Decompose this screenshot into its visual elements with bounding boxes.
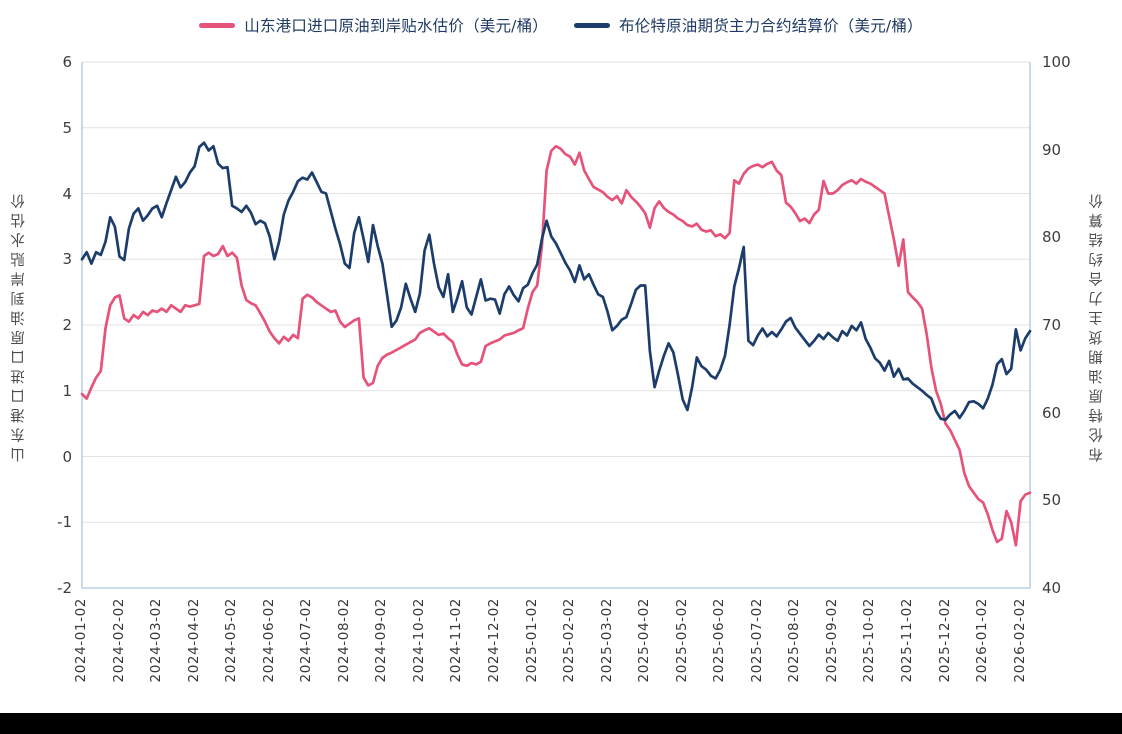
y-axis-right-tick-label: 70 xyxy=(1042,316,1062,334)
legend-item-brent-settlement[interactable]: 布伦特原油期货主力合约结算价（美元/桶） xyxy=(574,14,923,36)
legend-label-shandong-discount: 山东港口进口原油到岸贴水估价（美元/桶） xyxy=(244,17,548,35)
x-axis-tick-label: 2024-03-02 xyxy=(148,598,165,683)
x-axis-tick-label: 2025-04-02 xyxy=(636,598,653,683)
x-axis-tick-label: 2025-11-02 xyxy=(898,598,915,683)
y-axis-right-tick-label: 80 xyxy=(1042,228,1062,247)
y-axis-right-tick-label: 100 xyxy=(1042,53,1071,71)
y-axis-left-tick-label: 4 xyxy=(62,184,72,203)
x-axis-tick-label: 2025-05-02 xyxy=(673,598,690,683)
x-axis-tick-label: 2025-03-02 xyxy=(598,598,615,683)
footer-black-bar xyxy=(0,713,1122,734)
x-axis-tick-label: 2025-10-02 xyxy=(861,598,878,683)
x-axis-tick-label: 2025-01-02 xyxy=(523,598,540,683)
x-axis-tick-label: 2025-02-02 xyxy=(561,598,578,683)
x-axis-tick-label: 2025-06-02 xyxy=(711,598,728,683)
legend: 山东港口进口原油到岸贴水估价（美元/桶） 布伦特原油期货主力合约结算价（美元/桶… xyxy=(0,14,1122,36)
navy-line-swatch-icon xyxy=(574,22,610,28)
y-axis-left-tick-label: 0 xyxy=(62,447,72,466)
x-axis-tick-label: 2024-01-02 xyxy=(73,598,89,683)
y-axis-left-tick-label: 1 xyxy=(62,381,72,400)
y-axis-left-tick-label: 2 xyxy=(62,316,72,334)
y-axis-right-tick-label: 60 xyxy=(1042,403,1062,422)
x-axis-tick-label: 2024-10-02 xyxy=(410,598,427,683)
x-axis-tick-label: 2026-01-02 xyxy=(974,598,991,683)
y-axis-right-tick-label: 40 xyxy=(1042,579,1062,597)
x-axis-tick-label: 2025-08-02 xyxy=(786,598,803,683)
y-axis-left-tick-label: -2 xyxy=(57,579,72,597)
y-axis-right-tick-label: 90 xyxy=(1042,140,1062,159)
x-axis-tick-label: 2025-12-02 xyxy=(936,598,953,683)
y-axis-left-tick-label: -1 xyxy=(57,513,72,532)
legend-item-shandong-discount[interactable]: 山东港口进口原油到岸贴水估价（美元/桶） xyxy=(199,14,548,36)
series-line-1 xyxy=(80,141,1032,422)
x-axis-tick-label: 2024-06-02 xyxy=(260,598,277,683)
x-axis-tick-label: 2025-07-02 xyxy=(748,598,765,683)
y-axis-right-tick-label: 50 xyxy=(1042,491,1062,510)
x-axis-tick-label: 2024-04-02 xyxy=(185,598,202,683)
x-axis-tick-label: 2024-09-02 xyxy=(373,598,390,683)
x-axis-tick-label: 2025-09-02 xyxy=(823,598,840,683)
series-line-0 xyxy=(80,144,1032,547)
legend-label-brent-settlement: 布伦特原油期货主力合约结算价（美元/桶） xyxy=(619,17,923,35)
axis-border xyxy=(81,62,1031,589)
x-axis-tick-label: 2024-07-02 xyxy=(298,598,315,683)
x-axis-tick-label: 2024-05-02 xyxy=(223,598,240,683)
pink-line-swatch-icon xyxy=(199,22,236,28)
y-axis-left-tick-label: 3 xyxy=(62,250,72,269)
x-axis-tick-label: 2024-08-02 xyxy=(335,598,352,683)
x-axis-tick-label: 2024-11-02 xyxy=(448,598,465,683)
x-axis-tick-label: 2024-02-02 xyxy=(110,598,127,683)
x-axis-tick-label: 2024-12-02 xyxy=(485,598,502,683)
y-axis-left-tick-label: 6 xyxy=(62,53,72,71)
y-axis-left-tick-label: 5 xyxy=(62,118,72,137)
x-axis-tick-label: 2026-02-02 xyxy=(1011,598,1028,683)
